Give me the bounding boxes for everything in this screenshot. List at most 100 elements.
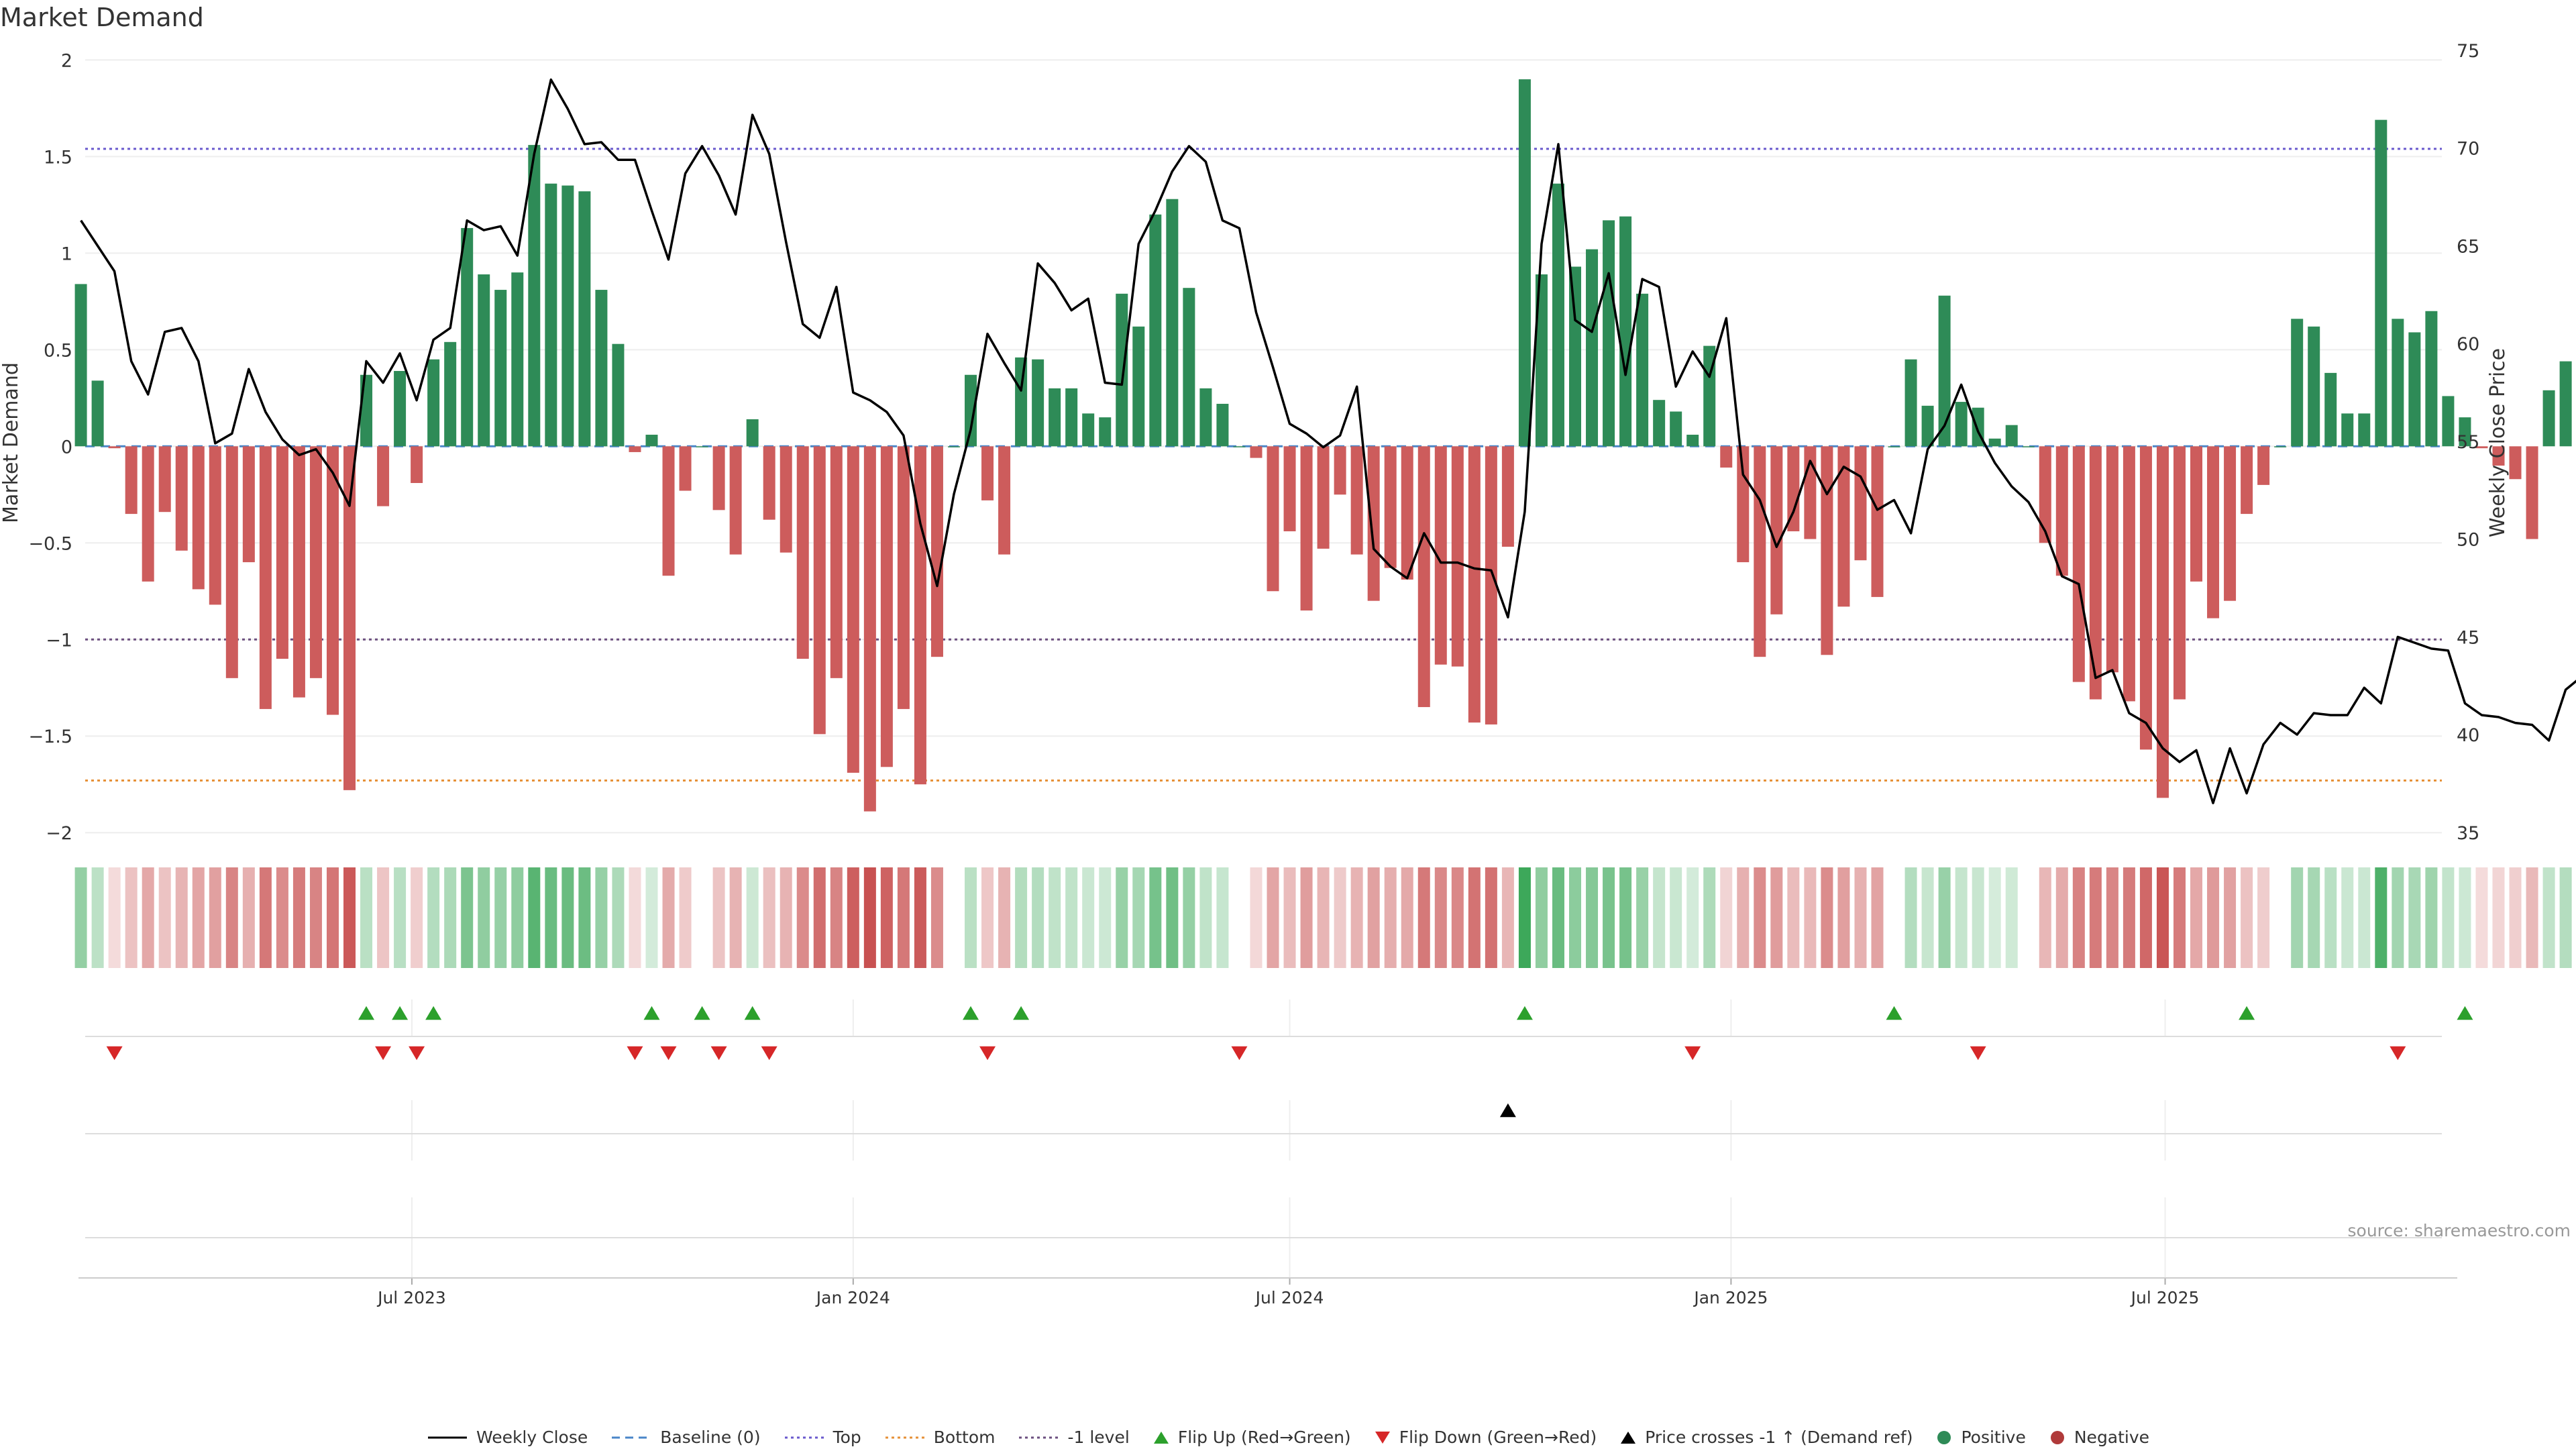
heat-cell — [1653, 867, 1666, 968]
y-tick-label: 0.5 — [44, 340, 72, 361]
x-tick-label: Jan 2025 — [1693, 1288, 1768, 1307]
heat-cell — [1754, 867, 1766, 968]
demand-bar — [746, 419, 759, 447]
demand-bar — [1082, 413, 1095, 447]
axis-layer: −2 −1.5 −1 −0.5 0 0.5 1 1.5 2 35 40 45 50 55 60 65 70 75 J… — [0, 41, 2510, 1307]
heat-cell — [326, 867, 339, 968]
heat-cell — [377, 867, 390, 968]
demand-bar — [2123, 446, 2135, 702]
heat-cell — [2072, 867, 2085, 968]
demand-bar — [561, 185, 574, 447]
demand-bar — [1065, 388, 1078, 447]
heat-cell — [1938, 867, 1951, 968]
demand-bar — [2408, 332, 2421, 447]
heat-cell — [1216, 867, 1229, 968]
demand-bar — [2291, 319, 2304, 447]
heat-cell — [1149, 867, 1162, 968]
heat-cell — [813, 867, 826, 968]
y-tick-label: 2 — [61, 50, 72, 71]
legend-item: Negative — [2049, 1428, 2149, 1447]
heat-cell — [1015, 867, 1028, 968]
demand-bar — [2459, 417, 2471, 447]
heat-cell — [2358, 867, 2371, 968]
demand-bar — [2207, 446, 2220, 619]
triangle-down-icon — [1375, 1431, 1390, 1444]
demand-bar — [326, 446, 339, 715]
legend-item: Bottom — [884, 1428, 995, 1447]
flip-up-marker — [2457, 1006, 2473, 1020]
heat-cell — [2475, 867, 2488, 968]
y2-tick-label: 40 — [2457, 725, 2479, 746]
demand-bar — [1921, 405, 1934, 447]
heat-cell — [1670, 867, 1682, 968]
heat-cell — [863, 867, 876, 968]
heat-cell — [578, 867, 591, 968]
demand-bar — [1636, 293, 1649, 447]
demand-bar — [125, 446, 138, 515]
source-note: source: sharemaestro.com — [2347, 1221, 2571, 1240]
flip-up-marker — [392, 1006, 409, 1020]
demand-bar — [1183, 288, 1195, 447]
heat-cell — [1804, 867, 1817, 968]
demand-bar — [1384, 446, 1397, 568]
heat-cell — [2207, 867, 2220, 968]
heat-cell — [645, 867, 658, 968]
heat-cell — [1334, 867, 1346, 968]
demand-bar — [1032, 359, 1044, 447]
demand-bar — [1501, 446, 1514, 547]
demand-bar — [1468, 446, 1481, 723]
demand-bar — [1350, 446, 1363, 555]
demand-bar — [1283, 446, 1296, 531]
demand-bar — [360, 374, 373, 447]
y2-tick-label: 70 — [2457, 139, 2479, 160]
demand-bar — [679, 446, 692, 491]
flip-up-marker — [744, 1006, 761, 1020]
heat-cell — [1283, 867, 1296, 968]
demand-bar — [2156, 446, 2169, 798]
flip-down-marker — [979, 1046, 996, 1061]
flip-down-marker — [409, 1046, 425, 1061]
heat-cell — [1955, 867, 1968, 968]
demand-bar — [91, 380, 104, 447]
demand-bar — [1988, 438, 2001, 447]
demand-bar — [1233, 446, 1246, 447]
heat-cell — [1300, 867, 1313, 968]
demand-bar — [1267, 446, 1279, 592]
flip-up-marker — [425, 1006, 442, 1020]
heat-cell — [2375, 867, 2387, 968]
demand-bar — [1166, 199, 1179, 447]
demand-bar — [2139, 446, 2152, 750]
flip-down-marker — [2390, 1046, 2406, 1061]
heat-cell — [2241, 867, 2253, 968]
heat-cell — [528, 867, 541, 968]
heat-cell — [1032, 867, 1044, 968]
heat-cell — [965, 867, 977, 968]
demand-bar — [1821, 446, 1833, 655]
heat-cell — [175, 867, 188, 968]
demand-bar — [1116, 293, 1128, 447]
demand-bar — [2072, 446, 2085, 682]
heat-cell — [595, 867, 608, 968]
flip-down-marker — [1970, 1046, 1986, 1061]
demand-bar — [2475, 446, 2488, 449]
legend-label: Price crosses -1 ↑ (Demand ref) — [1645, 1428, 1913, 1447]
y2-tick-label: 35 — [2457, 823, 2479, 844]
legend-label: Negative — [2074, 1428, 2150, 1447]
demand-bar — [796, 446, 809, 659]
flip-down-marker — [660, 1046, 677, 1061]
heat-cell — [1434, 867, 1447, 968]
heat-cell — [1821, 867, 1833, 968]
heat-cell — [1988, 867, 2001, 968]
demand-bar — [1485, 446, 1497, 724]
demand-bar — [2375, 119, 2387, 447]
heat-cell — [1703, 867, 1716, 968]
x-tick-label: Jan 2024 — [815, 1288, 890, 1307]
heat-cell — [880, 867, 893, 968]
heat-cell — [1871, 867, 1884, 968]
demand-bar — [965, 374, 977, 447]
heat-cell — [2039, 867, 2051, 968]
demand-bar — [377, 446, 390, 506]
y2-axis-title: Weekly Close Price — [2486, 348, 2510, 537]
demand-bar — [1670, 411, 1682, 447]
